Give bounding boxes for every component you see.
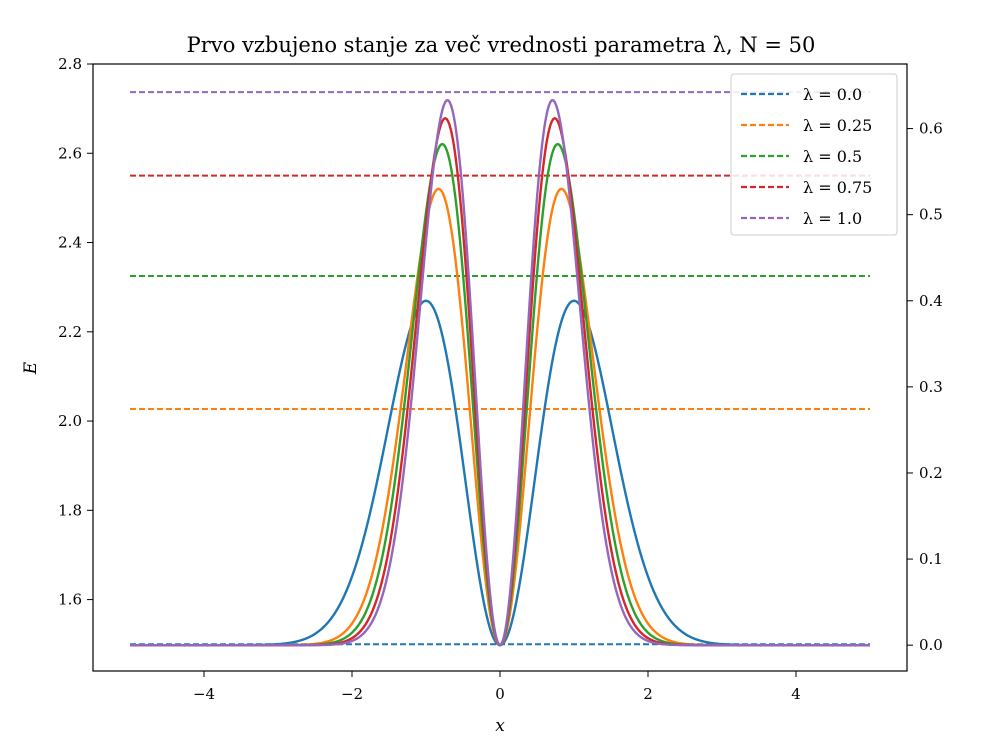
left-y-tick-label: 1.6 xyxy=(58,591,82,609)
right-y-tick-label: 0.2 xyxy=(919,464,943,482)
density-curve xyxy=(130,99,870,647)
left-y-tick-label: 2.8 xyxy=(58,55,82,73)
chart-title: Prvo vzbujeno stanje za več vrednosti pa… xyxy=(187,33,816,57)
left-y-tick-label: 2.4 xyxy=(58,234,82,252)
left-y-tick-label: 2.6 xyxy=(58,144,82,162)
left-y-tick-label: 1.8 xyxy=(58,501,82,519)
x-tick-label: 2 xyxy=(643,685,653,703)
density-curve xyxy=(130,187,870,647)
right-y-axis-ticks: 0.0 0.1 0.2 0.3 0.4 0.5 0.6 xyxy=(907,120,943,654)
y-axis-label: E xyxy=(21,361,41,375)
right-y-tick-label: 0.4 xyxy=(919,292,943,310)
right-y-tick-label: 0.5 xyxy=(919,206,943,224)
x-tick-label: −2 xyxy=(341,685,363,703)
left-y-tick-label: 2.0 xyxy=(58,412,82,430)
right-y-tick-label: 0.3 xyxy=(919,378,943,396)
left-y-axis-ticks: 1.6 1.8 2.0 2.2 2.4 2.6 2.8 xyxy=(58,55,93,609)
right-y-tick-label: 0.1 xyxy=(919,550,943,568)
legend-label: λ = 1.0 xyxy=(803,209,862,228)
left-y-tick-label: 2.2 xyxy=(58,323,82,341)
legend-label: λ = 0.75 xyxy=(803,178,872,197)
x-axis-label: x xyxy=(495,716,505,736)
legend-box xyxy=(730,73,898,236)
x-tick-label: 4 xyxy=(791,685,801,703)
right-y-tick-label: 0.0 xyxy=(919,636,943,654)
density-curve xyxy=(130,299,870,647)
legend-label: λ = 0.25 xyxy=(803,116,872,135)
legend: λ = 0.0 λ = 0.25 λ = 0.5 λ = 0.75 λ = 1.0 xyxy=(730,73,898,236)
x-tick-label: −4 xyxy=(193,685,215,703)
x-axis-ticks: −4 −2 0 2 4 xyxy=(193,671,801,703)
legend-label: λ = 0.5 xyxy=(803,147,862,166)
right-y-tick-label: 0.6 xyxy=(919,120,943,138)
legend-label: λ = 0.0 xyxy=(803,85,862,104)
x-tick-label: 0 xyxy=(495,685,505,703)
